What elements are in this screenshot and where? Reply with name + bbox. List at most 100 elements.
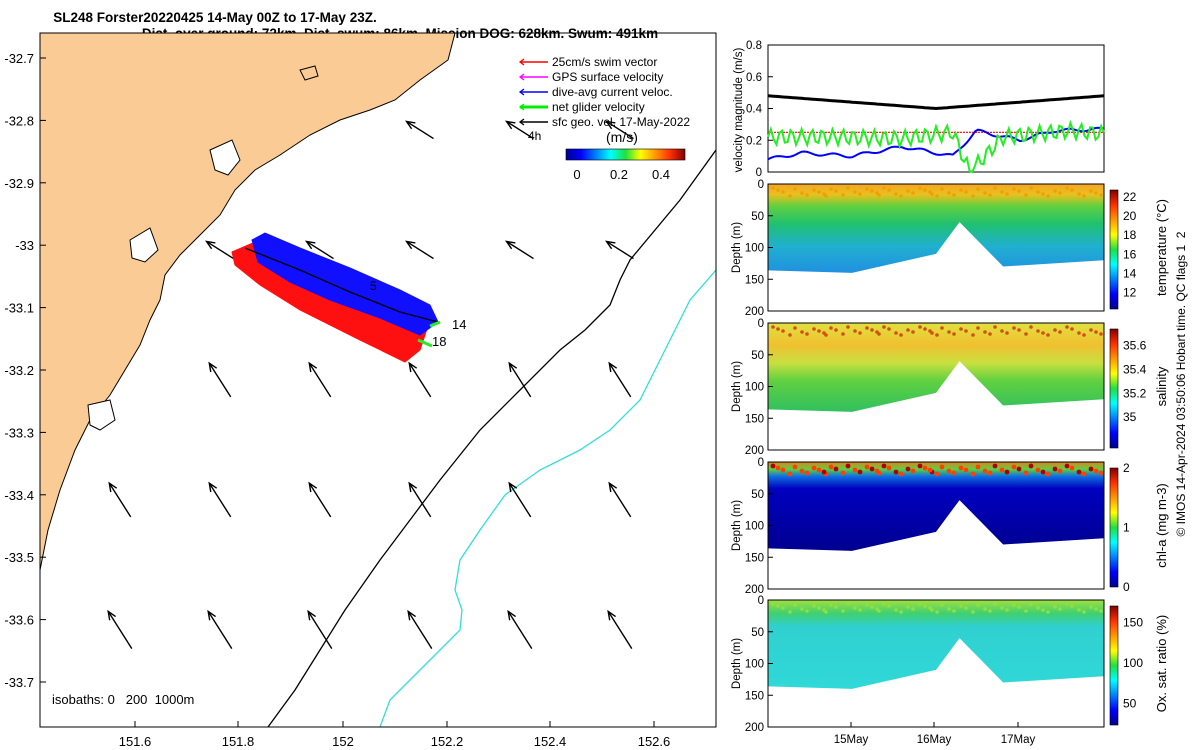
section-sample-dot [781,190,785,194]
section-sample-dot [1005,608,1009,612]
section-sample-dot [928,190,932,194]
section-sample-dot [788,333,792,337]
section-panel: 0 50 100 150 200 Depth (m) 50 100 150 Ox. sat. ra… [731,595,1169,734]
section-sample-dot [952,332,956,336]
section-sample-dot [1041,331,1045,335]
section-sample-dot [964,329,968,333]
arrow-head [608,481,618,493]
surface-velocity-arrow [607,611,633,649]
section-sample-dot [887,188,891,192]
section-sample-dot [1012,187,1016,191]
map-x-tick-label: 152.6 [638,734,671,749]
section-sample-dot [1028,463,1034,469]
surface-velocity-arrow [308,362,332,398]
map-y-ticks: -32.7 -32.8 -32.9 -33 -33.1 -33.2 -33.3 -33.4 -3… [4,51,46,690]
section-sample-dot [1041,192,1045,196]
section-y-tick-label: 100 [745,521,764,533]
section-sample-dot [946,468,952,474]
section-y-tick-label: 50 [751,627,764,639]
section-colorbar-label: chl-a (mg m-3) [1154,483,1169,568]
map-x-tick-label: 152 [332,734,354,749]
map-y-tick-label: -33.4 [4,488,34,503]
section-sample-dot [822,331,826,335]
section-x-tick-label: 15May [834,734,869,746]
section-sample-dot [787,471,793,477]
section-sample-dot [817,329,821,333]
section-sample-dot [911,191,915,195]
section-sample-dot [927,467,933,473]
section-sample-dot [918,602,922,606]
section-sample-dot [1082,610,1086,614]
section-sample-dot [829,187,833,191]
surface-velocity-arrow [508,482,532,518]
map-y-tick-label: -33.3 [4,425,34,440]
section-sample-dot [771,325,775,329]
section-sample-dot [817,606,821,610]
arrow-head [304,240,316,250]
section-sample-dot [846,602,850,606]
section-sample-dot [822,608,826,612]
arrow-head [308,361,318,373]
land-inlet [87,399,116,431]
section-sample-dot [976,603,980,607]
legend-swatch-head [518,118,525,126]
section-sample-dot [812,604,816,608]
surface-velocity-arrow [506,120,534,140]
surface-velocity-arrow [508,362,532,398]
section-colorbar-tick: 35.6 [1123,339,1147,353]
section-sample-dot [988,193,992,197]
section-sample-dot [1052,466,1058,472]
section-sample-dot [1017,605,1021,609]
section-sample-dot [1065,602,1069,606]
section-sample-dot [1065,186,1069,190]
section-sample-dot [874,468,880,474]
section-sample-dot [788,194,792,198]
section-sample-dot [893,469,899,475]
track-label-14: 14 [452,317,466,332]
section-ylabel: Depth (m) [731,638,743,689]
velocity-series-line [767,119,1105,174]
arrow-head [504,240,516,250]
section-sample-dot [976,326,980,330]
track-label-5: 5 [370,279,377,293]
surface-velocity-arrow [608,482,632,518]
section-sample-dot [894,331,898,335]
section-sample-dot [1094,191,1098,195]
section-sample-dot [1012,326,1016,330]
velocity-series-line [767,94,1105,111]
section-sample-dot [1012,603,1016,607]
section-sample-dot [1029,602,1033,606]
section-sample-dot [865,603,869,607]
section-sample-dot [1070,188,1074,192]
legend-label: dive-avg current veloc. [552,85,673,99]
arrow-head [607,609,617,621]
arrow-head [604,120,616,130]
velocity-panel: 0 0.2 0.4 0.6 0.8 velocity magnitude (m/s) [733,40,1105,179]
section-y-tick-label: 200 [745,722,764,734]
section-sample-dot [821,469,827,475]
section-sample-dot [886,465,892,471]
section-sample-dot [1089,328,1093,332]
section-colorbar-tick: 18 [1123,228,1137,242]
section-sample-dot [841,332,845,336]
section-ylabel: Depth (m) [731,222,743,273]
section-sample-dot [1098,470,1104,476]
map-x-ticks: 151.6 151.8 152 152.2 152.4 152.6 [119,721,671,749]
chart-title-line1: SL248 Forster20220425 14-May 00Z to 17-M… [53,10,377,25]
surface-velocity-arrow [207,611,233,649]
section-sample-dot [963,467,969,473]
section-sample-dot [1029,325,1033,329]
section-sample-dot [1077,608,1081,612]
section-sample-dot [1099,193,1103,197]
section-sample-dot [776,327,780,331]
section-sample-dot [771,186,775,190]
map-panel: 14 18 5 isobaths: 0 200 1000m 151.6 151.8… [4,32,717,749]
section-colorbar [1109,189,1119,310]
map-y-tick-label: -32.7 [4,51,34,66]
map-x-tick-label: 152.2 [431,734,464,749]
section-sample-dot [822,192,826,196]
section-sample-dot [812,188,816,192]
arrow-head [604,240,616,250]
section-sample-dot [1041,608,1045,612]
section-sample-dot [834,605,838,609]
